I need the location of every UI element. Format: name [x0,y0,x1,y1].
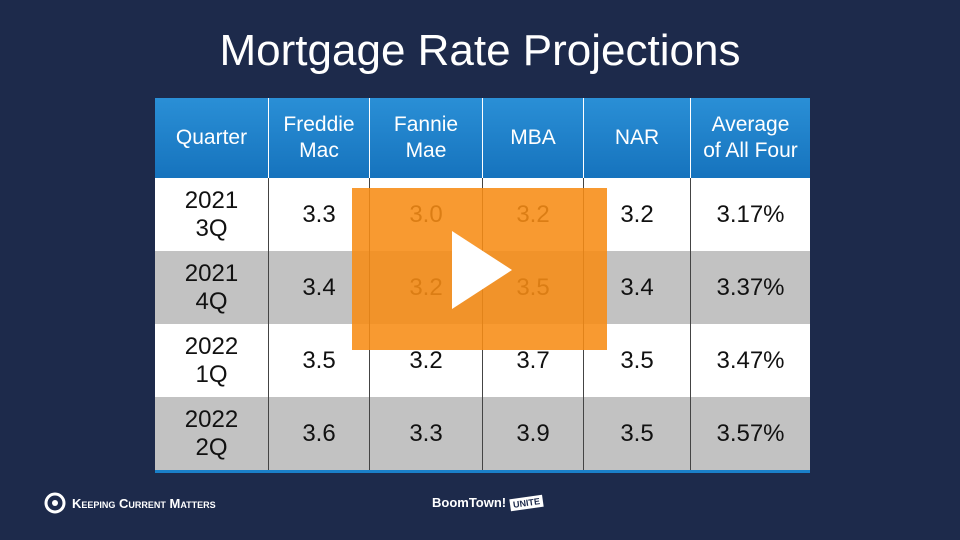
play-icon [452,231,512,309]
rate-cell: 3.17% [690,178,810,251]
play-triangle [452,231,512,309]
play-button[interactable] [352,188,607,350]
rate-cell: 3.6 [268,397,370,472]
slide-title: Mortgage Rate Projections [219,26,741,75]
rate-cell: 3.3 [369,397,483,472]
rate-cell: 3.5 [268,324,370,397]
table-row: 2022 2Q 3.6 3.3 3.9 3.5 3.57% [155,397,810,472]
header-row: Quarter Freddie Mac Fannie Mae MBA NAR Averag… [155,98,810,178]
quarter-cell: 2022 2Q [155,397,269,472]
quarter-cell: 2021 4Q [155,251,269,324]
quarter-cell: 2022 1Q [155,324,269,397]
rate-cell: 3.47% [690,324,810,397]
rate-cell: 3.37% [690,251,810,324]
header-cell: MBA [482,98,584,178]
header-cell: Freddie Mac [268,98,370,178]
header-cell: Average of All Four [690,98,810,178]
rate-cell: 3.9 [482,397,584,472]
kcm-logo: Keeping Current Matters [44,492,216,514]
quarter-cell: 2021 3Q [155,178,269,251]
boomtown-logo: BoomTown! UNITE [432,494,544,511]
header-cell: NAR [583,98,691,178]
kcm-icon [44,492,66,514]
header-cell: Fannie Mae [369,98,483,178]
unite-badge: UNITE [509,494,544,511]
boomtown-text: BoomTown! [432,495,507,510]
kcm-text: Keeping Current Matters [72,495,216,511]
rate-cell: 3.5 [583,397,691,472]
rate-cell: 3.57% [690,397,810,472]
header-cell: Quarter [155,98,269,178]
